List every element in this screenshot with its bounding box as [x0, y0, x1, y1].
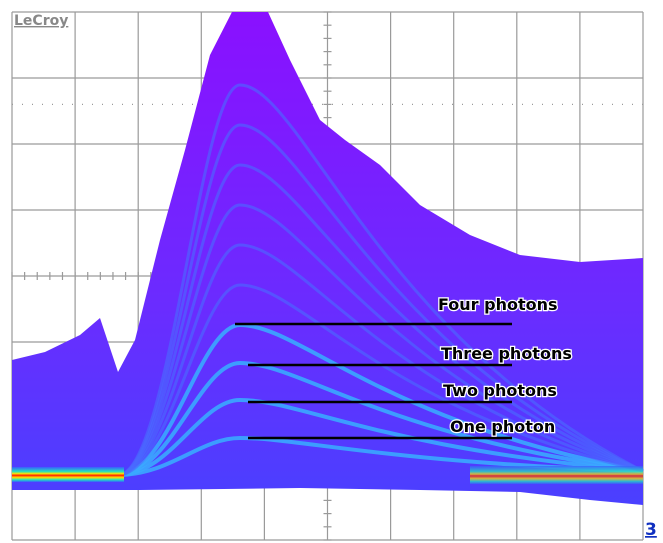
annotation: Three photons: [441, 344, 572, 363]
baseline-trace: [12, 467, 124, 482]
photon-band: [117, 322, 644, 477]
photon-band: [117, 83, 644, 477]
photon-band: [117, 243, 644, 477]
baseline-trace: [470, 466, 643, 484]
channel-marker: 3: [645, 520, 657, 540]
photon-band: [117, 163, 644, 477]
photon-band: [117, 203, 644, 477]
brand-logo: LeCroy: [14, 13, 68, 29]
photon-band: [117, 435, 644, 477]
annotation: Four photons: [438, 295, 558, 314]
annotation: One photon: [450, 417, 555, 436]
annotation: Two photons: [443, 381, 557, 400]
photon-band: [117, 123, 644, 477]
photon-band: [117, 283, 644, 477]
annotation-lines: [235, 322, 512, 440]
